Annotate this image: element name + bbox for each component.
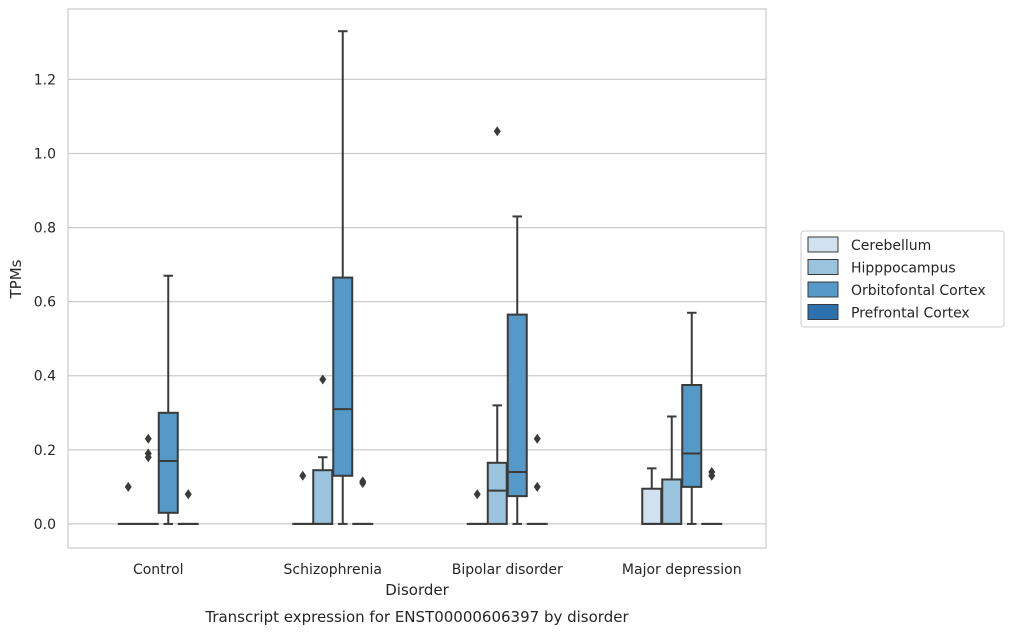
outlier-point [708, 467, 716, 478]
box-body [157, 411, 179, 514]
y-axis-label: TPMs [7, 259, 25, 299]
y-tick-label: 1.0 [34, 146, 56, 162]
box-hipppocampus-3 [661, 415, 683, 525]
outlier-point [319, 374, 327, 385]
box-prefrontal-cortex-3 [701, 467, 723, 525]
series-cerebellum [117, 467, 663, 525]
box-orbitofontal-cortex-3 [681, 311, 703, 525]
outlier-point [533, 433, 541, 444]
y-tick-label: 0.8 [34, 221, 56, 237]
box-series [117, 30, 723, 525]
y-tick-label: 0.6 [34, 295, 56, 311]
box-prefrontal-cortex-2 [526, 433, 548, 525]
box-body [506, 313, 528, 498]
box-body [486, 461, 508, 525]
box-cerebellum-3 [641, 467, 663, 525]
legend-label: Hipppocampus [851, 261, 956, 277]
y-tick-label: 1.2 [34, 72, 56, 88]
plot-area-frame [67, 8, 767, 549]
box-body [332, 276, 354, 477]
outlier-point [473, 489, 481, 500]
outlier-point [493, 126, 501, 137]
outlier-point [299, 470, 307, 481]
legend-label: Cerebellum [851, 238, 931, 254]
box-prefrontal-cortex-1 [352, 476, 374, 525]
box-cerebellum-0 [117, 481, 139, 525]
y-tick-label: 0.4 [34, 369, 56, 385]
x-tick-label: Schizophrenia [284, 562, 382, 578]
x-axis-label: Disorder [385, 581, 449, 599]
box-orbitofontal-cortex-0 [157, 274, 179, 525]
x-tick-label: Major depression [622, 562, 742, 578]
outlier-point [144, 448, 152, 459]
box-orbitofontal-cortex-2 [506, 215, 528, 525]
box-body [641, 487, 663, 525]
x-tick-label: Bipolar disorder [452, 562, 563, 578]
legend-label: Orbitofontal Cortex [851, 283, 986, 299]
outlier-point [184, 489, 192, 500]
x-axis-ticks: Control Schizophrenia Bipolar disorder Majo… [133, 562, 742, 578]
box-hipppocampus-1 [312, 374, 334, 525]
outlier-point [533, 481, 541, 492]
box-orbitofontal-cortex-1 [332, 30, 354, 525]
box-cerebellum-2 [466, 489, 488, 525]
box-body [681, 384, 703, 488]
legend: Cerebellum Hipppocampus Orbitofontal Corte… [800, 230, 1005, 328]
outlier-point [124, 481, 132, 492]
box-hipppocampus-0 [137, 433, 159, 525]
box-prefrontal-cortex-0 [177, 489, 199, 525]
chart-caption: Transcript expression for ENST0000060639… [204, 608, 629, 626]
y-tick-label: 0.2 [34, 443, 56, 459]
box-hipppocampus-2 [486, 126, 508, 525]
legend-swatch [807, 236, 839, 253]
y-axis-ticks: 0.0 0.2 0.4 0.6 0.8 1.0 1.2 [34, 72, 56, 533]
legend-label: Prefrontal Cortex [851, 306, 970, 322]
legend-frame [800, 230, 1005, 328]
legend-swatch [807, 281, 839, 298]
outlier-point [144, 433, 152, 444]
series-prefrontal-cortex [177, 433, 723, 525]
box-body [312, 469, 334, 525]
gridlines [68, 78, 766, 525]
x-tick-label: Control [133, 562, 184, 578]
series-orbitofontal-cortex [157, 30, 703, 525]
y-tick-label: 0.0 [34, 517, 56, 533]
box-body [661, 478, 683, 525]
legend-swatch [807, 304, 839, 320]
series-hipppocampus [137, 126, 683, 525]
outlier-point [359, 476, 367, 487]
box-cerebellum-1 [292, 470, 314, 525]
legend-swatch [807, 259, 839, 275]
